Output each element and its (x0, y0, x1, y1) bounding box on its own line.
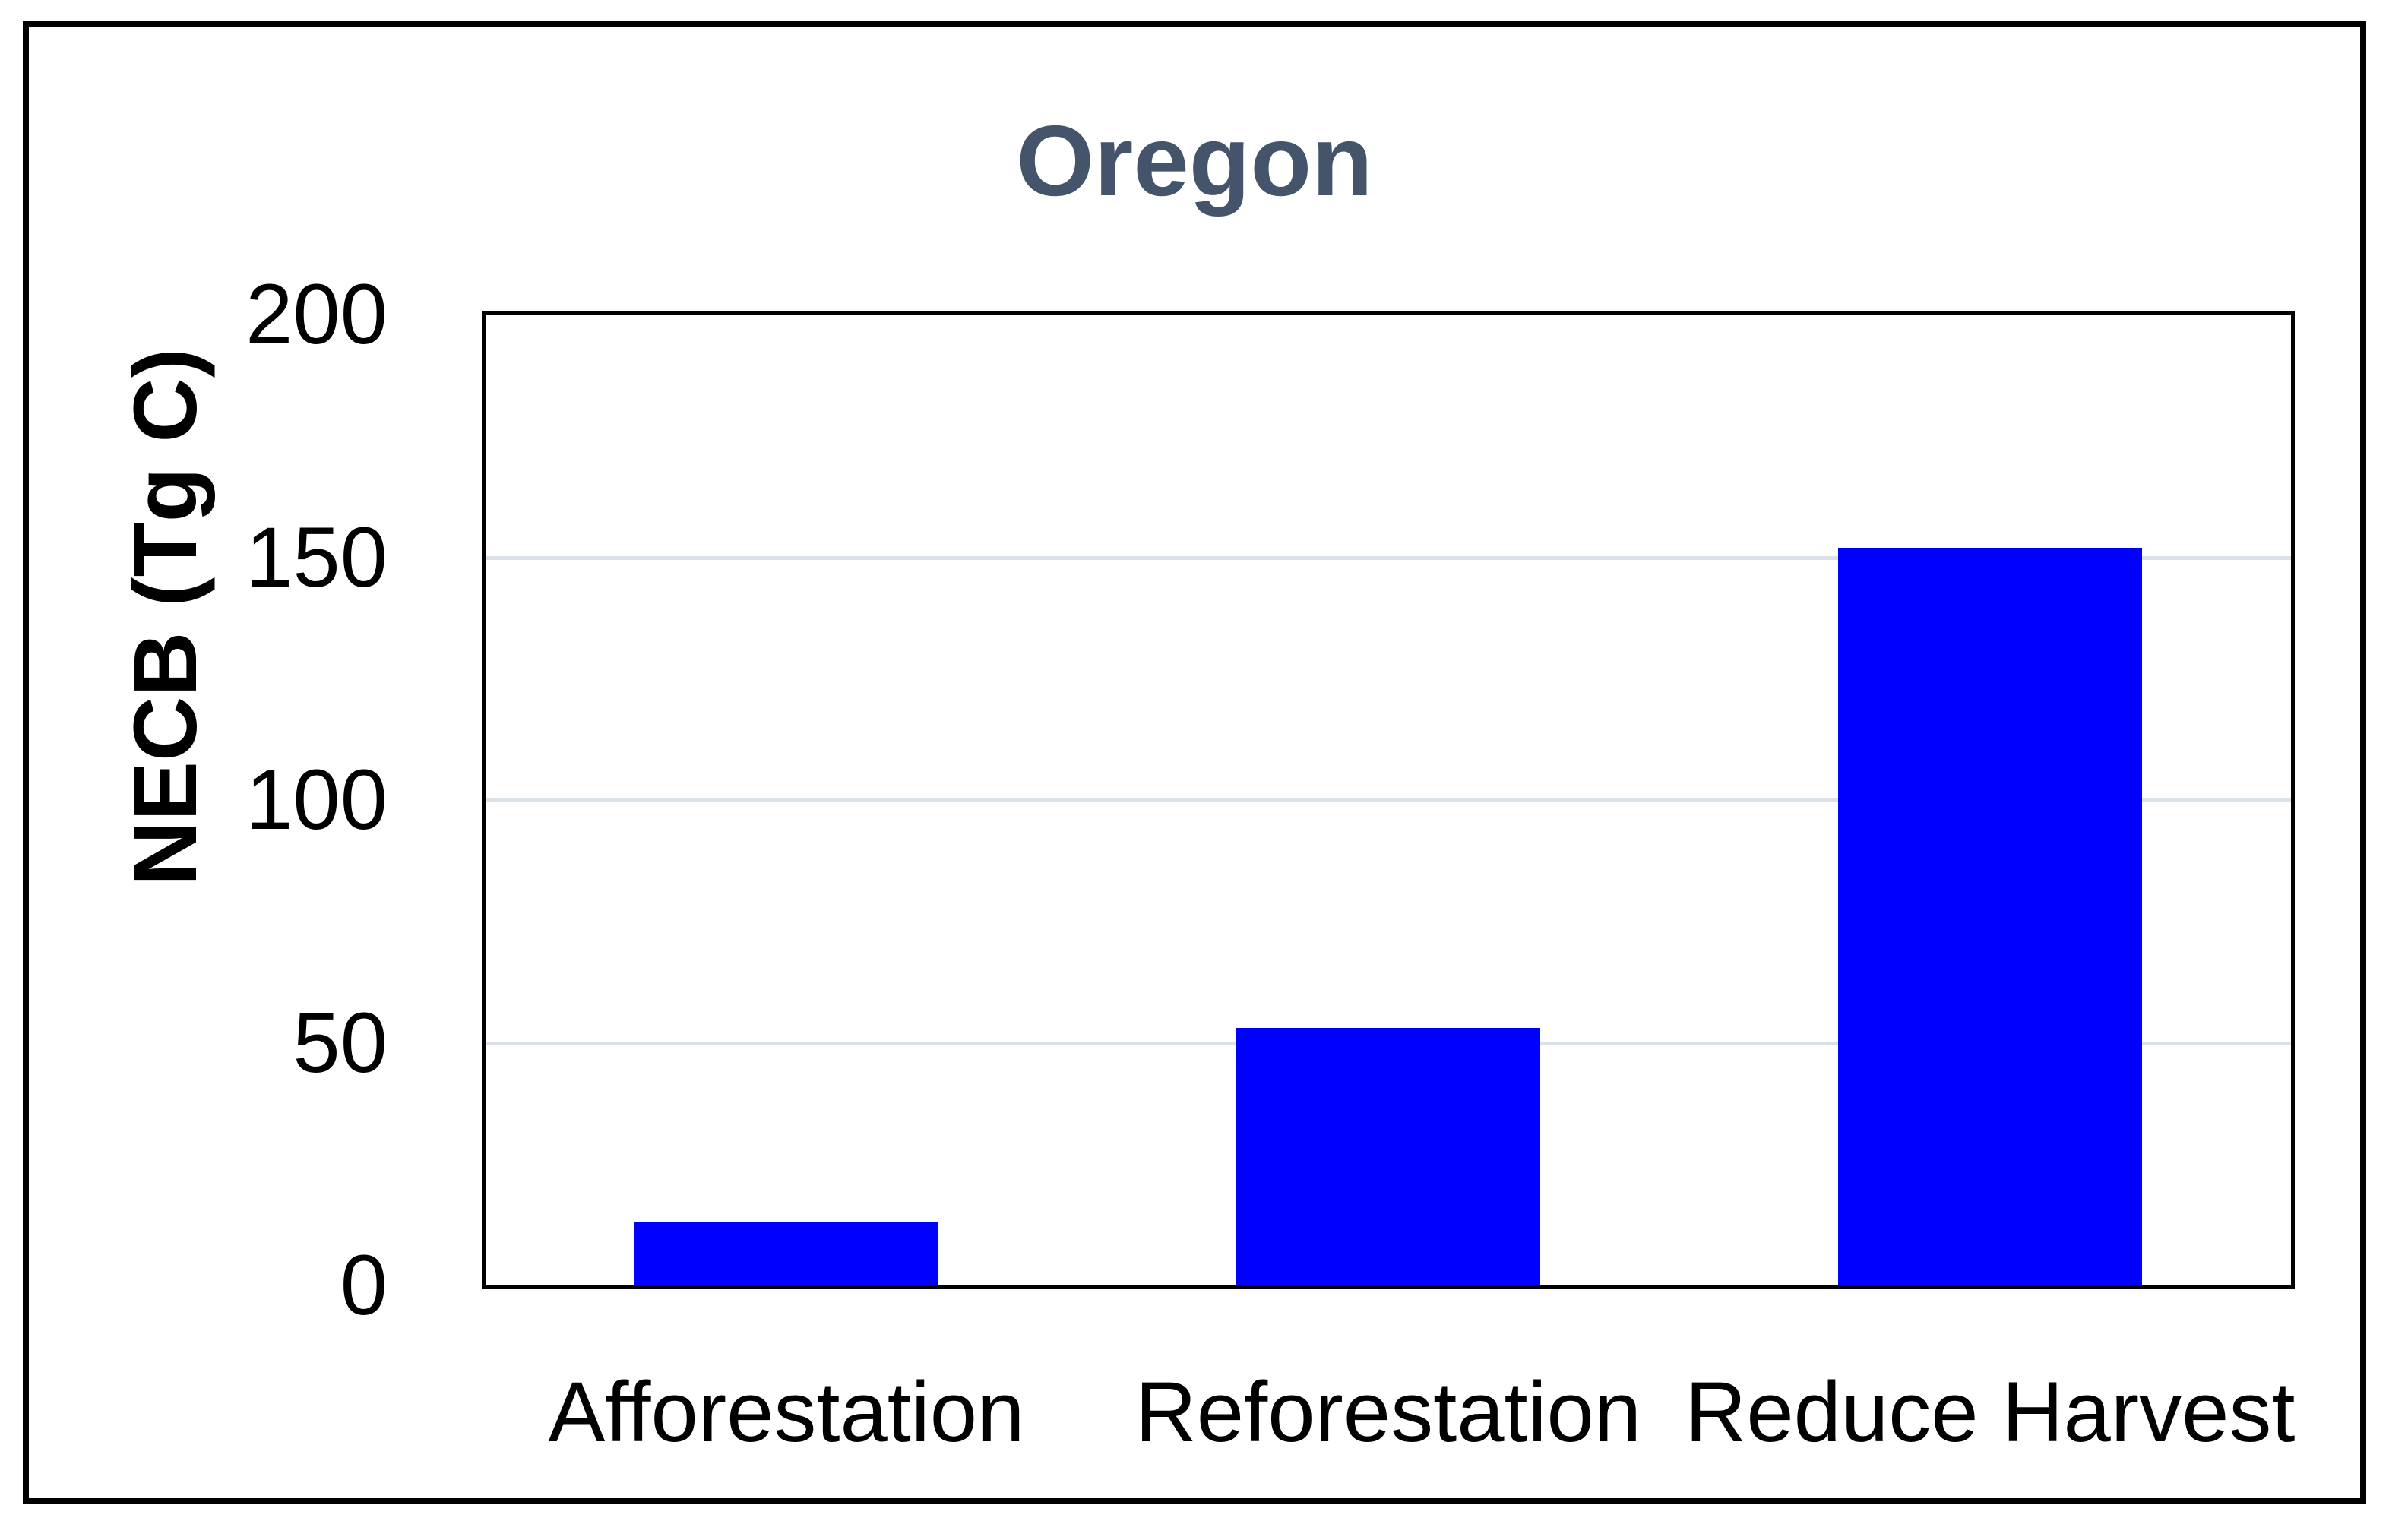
bar-afforestation (634, 1222, 938, 1285)
chart-title: Oregon (1016, 105, 1373, 217)
bar-reforestation (1236, 1028, 1540, 1285)
y-tick-label-0: 0 (340, 1238, 388, 1333)
x-category-label-reduce-harvest: Reduce Harvest (1685, 1364, 2296, 1459)
y-tick-label-50: 50 (293, 995, 388, 1090)
y-tick-label-100: 100 (245, 752, 388, 847)
plot-area (482, 311, 2295, 1289)
gridline-100 (486, 798, 2291, 802)
y-tick-label-150: 150 (245, 509, 388, 605)
gridline-150 (486, 555, 2291, 560)
x-category-label-afforestation: Afforestation (548, 1364, 1025, 1459)
x-category-label-reforestation: Reforestation (1134, 1364, 1642, 1459)
bar-reduce-harvest (1838, 547, 2142, 1285)
y-tick-label-200: 200 (245, 267, 388, 362)
